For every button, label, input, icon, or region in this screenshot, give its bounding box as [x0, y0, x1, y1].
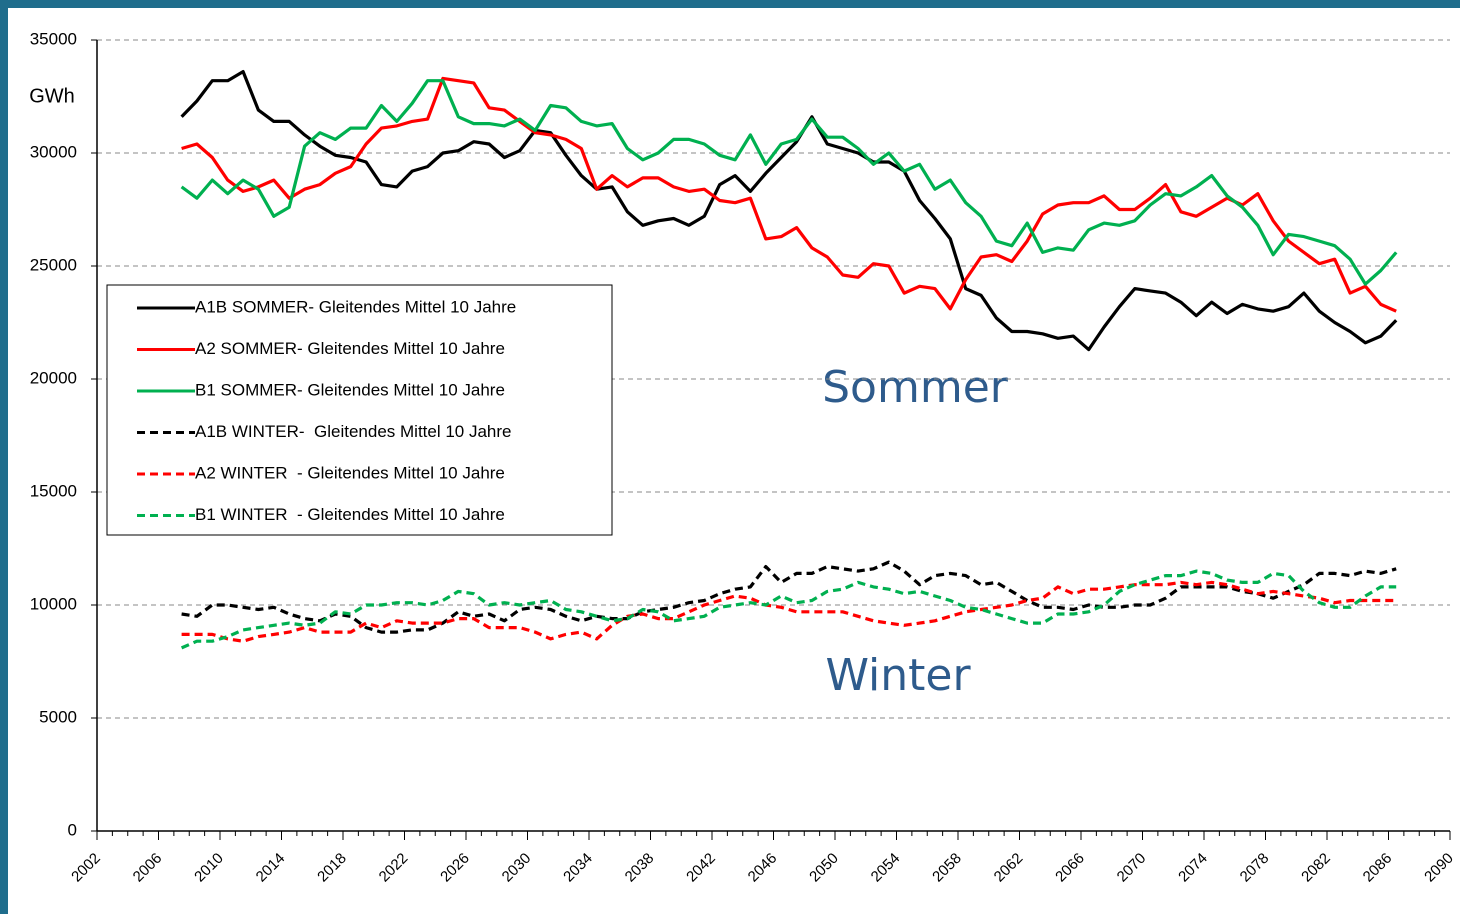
legend-label: A2 WINTER - Gleitendes Mittel 10 Jahre — [195, 463, 505, 482]
legend-label: A2 SOMMER- Gleitendes Mittel 10 Jahre — [195, 339, 505, 358]
x-tick-label: 2002 — [68, 850, 104, 886]
y-tick-label: 15000 — [30, 481, 77, 500]
x-tick-label: 2042 — [683, 850, 719, 886]
series-line — [180, 79, 1398, 286]
x-tick-label: 2022 — [376, 850, 412, 886]
x-tick-label: 2030 — [499, 850, 535, 886]
x-tick-label: 2090 — [1421, 850, 1457, 886]
x-tick-label: 2034 — [560, 850, 596, 886]
legend — [106, 284, 613, 536]
x-tick-label: 2046 — [745, 850, 781, 886]
legend-label: B1 WINTER - Gleitendes Mittel 10 Jahre — [195, 505, 505, 524]
x-tick-label: 2038 — [622, 850, 658, 886]
x-tick-label: 2066 — [1052, 850, 1088, 886]
y-tick-label: 10000 — [30, 594, 77, 613]
y-tick-label: 0 — [68, 820, 77, 839]
series-line — [180, 70, 1398, 352]
x-tick-label: 2054 — [868, 850, 904, 886]
x-tick-label: 2018 — [314, 850, 350, 886]
x-tick-label: 2078 — [1237, 850, 1273, 886]
y-tick-label: 20000 — [30, 368, 77, 387]
y-tick-label: 35000 — [30, 29, 77, 48]
x-tick-label: 2006 — [130, 850, 166, 886]
y-tick-label: 30000 — [30, 142, 77, 161]
x-tick-label: 2062 — [991, 850, 1027, 886]
x-tick-label: 2026 — [437, 850, 473, 886]
legend-label: A1B WINTER- Gleitendes Mittel 10 Jahre — [195, 422, 512, 441]
legend-label: A1B SOMMER- Gleitendes Mittel 10 Jahre — [195, 297, 516, 316]
series-line — [180, 569, 1397, 650]
annotation: Winter — [825, 650, 971, 701]
x-tick-label: 2086 — [1360, 850, 1396, 886]
x-tick-label: 2050 — [806, 850, 842, 886]
series-line — [181, 580, 1397, 643]
annotation: Sommer — [822, 362, 1009, 413]
x-tick-label: 2058 — [929, 850, 965, 886]
x-tick-label: 2082 — [1298, 850, 1334, 886]
y-tick-label: 25000 — [30, 255, 77, 274]
x-tick-label: 2010 — [191, 850, 227, 886]
x-tick-label: 2070 — [1114, 850, 1150, 886]
x-tick-label: 2014 — [253, 850, 289, 886]
series-line — [181, 560, 1397, 634]
x-tick-label: 2074 — [1175, 850, 1211, 886]
y-axis-label: GWh — [29, 85, 75, 107]
legend-label: B1 SOMMER- Gleitendes Mittel 10 Jahre — [195, 380, 505, 399]
y-tick-label: 5000 — [39, 707, 77, 726]
series-line — [181, 76, 1397, 313]
